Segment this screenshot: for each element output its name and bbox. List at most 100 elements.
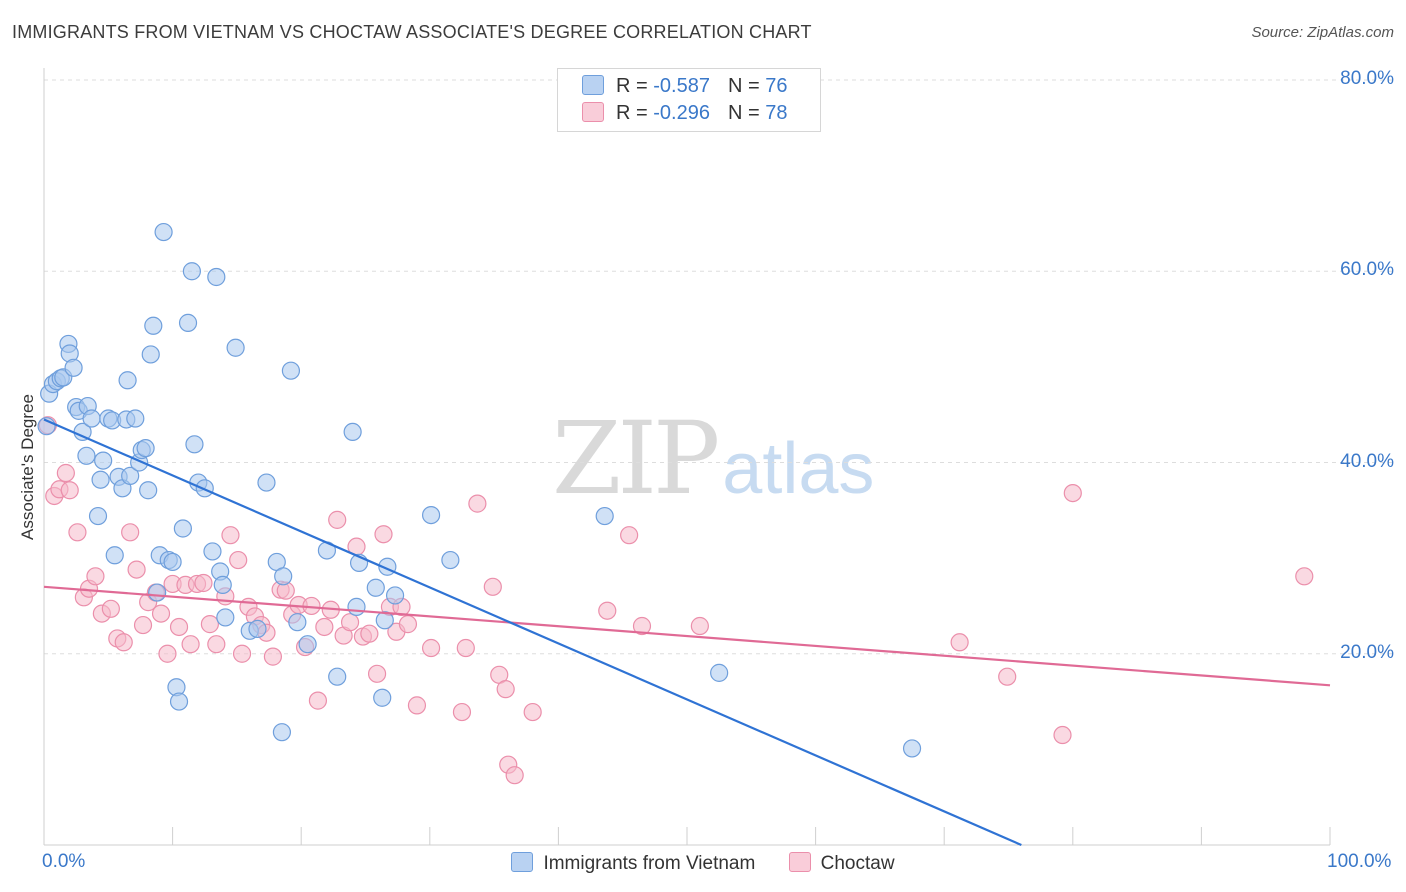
choctaw-point bbox=[133, 615, 153, 635]
legend-n-value: 76 bbox=[765, 75, 788, 97]
vietnam-point bbox=[121, 466, 140, 485]
source-credit: Source: ZipAtlas.com bbox=[1251, 24, 1394, 41]
legend-swatch-choctaw bbox=[582, 102, 604, 122]
choctaw-point bbox=[452, 702, 472, 722]
choctaw-point bbox=[194, 573, 213, 593]
legend-row-choctaw: R = -0.296 N = 78 bbox=[582, 102, 787, 128]
vietnam-point bbox=[185, 435, 204, 454]
choctaw-trend-line bbox=[43, 585, 1331, 687]
vietnam-point bbox=[105, 546, 124, 565]
vietnam-point bbox=[64, 358, 83, 377]
legend-swatch-choctaw bbox=[788, 852, 811, 872]
choctaw-point bbox=[86, 567, 105, 586]
legend-label-choctaw: Choctaw bbox=[820, 853, 895, 874]
vietnam-point bbox=[213, 575, 232, 595]
chart-title: IMMIGRANTS FROM VIETNAM VS CHOCTAW ASSOC… bbox=[12, 22, 812, 42]
choctaw-point bbox=[101, 599, 120, 618]
choctaw-point bbox=[181, 635, 200, 654]
choctaw-point bbox=[121, 523, 140, 542]
choctaw-point bbox=[229, 550, 248, 570]
legend-row-vietnam: R = -0.587 N = 76 bbox=[582, 75, 787, 101]
vietnam-point bbox=[385, 586, 405, 605]
axes bbox=[43, 68, 1331, 846]
choctaw-point bbox=[60, 481, 79, 500]
vietnam-point bbox=[257, 473, 276, 492]
legend-item-choctaw[interactable]: Choctaw bbox=[788, 852, 895, 875]
choctaw-point bbox=[1063, 484, 1082, 503]
choctaw-point bbox=[998, 667, 1017, 686]
choctaw-point bbox=[221, 526, 240, 545]
vietnam-point bbox=[139, 481, 158, 500]
legend-n-label: N = bbox=[727, 102, 766, 124]
vietnam-point bbox=[94, 451, 113, 470]
choctaw-point bbox=[232, 644, 252, 663]
y-axis-title: Associate's Degree bbox=[18, 394, 37, 540]
x-tick-label-min: 0.0% bbox=[42, 851, 86, 872]
choctaw-point bbox=[315, 617, 334, 637]
choctaw-point bbox=[68, 523, 87, 542]
legend-n-label: N = bbox=[727, 75, 766, 97]
choctaw-point bbox=[367, 664, 387, 683]
choctaw-point bbox=[308, 691, 328, 710]
legend-r-label: R = bbox=[616, 75, 654, 97]
choctaw-point bbox=[505, 766, 524, 785]
legend-label-vietnam: Immigrants from Vietnam bbox=[543, 853, 756, 874]
gridlines bbox=[44, 79, 1392, 655]
trend-lines bbox=[43, 418, 1331, 847]
choctaw-point bbox=[483, 577, 502, 596]
vietnam-point bbox=[375, 611, 394, 630]
choctaw-point bbox=[456, 638, 475, 658]
legend-r-value: -0.587 bbox=[653, 75, 710, 97]
y-tick-label: 80.0% bbox=[1340, 68, 1394, 89]
choctaw-point bbox=[496, 680, 515, 699]
watermark-atlas: atlas bbox=[722, 429, 875, 509]
choctaw-point bbox=[523, 702, 542, 722]
vietnam-point bbox=[82, 409, 101, 428]
choctaw-point bbox=[360, 624, 379, 643]
y-tick-label: 40.0% bbox=[1340, 450, 1394, 472]
vietnam-point bbox=[272, 723, 292, 742]
vietnam-point bbox=[366, 578, 385, 597]
vietnam-point bbox=[328, 667, 347, 686]
vietnam-point bbox=[136, 439, 155, 458]
choctaw-point bbox=[151, 604, 171, 623]
vietnam-point bbox=[421, 505, 441, 525]
choctaw-point bbox=[632, 616, 652, 636]
choctaw-point bbox=[114, 633, 133, 652]
vietnam-trend-line bbox=[43, 418, 1022, 847]
vietnam-points bbox=[37, 222, 922, 758]
choctaw-point bbox=[407, 696, 427, 715]
choctaw-point bbox=[200, 615, 219, 634]
legend-r-value: -0.296 bbox=[653, 102, 710, 124]
choctaw-point bbox=[158, 644, 177, 663]
vietnam-point bbox=[141, 345, 160, 364]
vietnam-point bbox=[373, 688, 392, 707]
correlation-legend: R = -0.587 N = 76 R = -0.296 N = 78 bbox=[557, 68, 821, 132]
choctaw-point bbox=[1295, 567, 1314, 586]
choctaw-point bbox=[598, 601, 617, 620]
series-legend: Immigrants from Vietnam Choctaw bbox=[0, 852, 1406, 875]
legend-r-label: R = bbox=[616, 102, 654, 124]
choctaw-point bbox=[328, 510, 347, 529]
vietnam-point bbox=[77, 446, 96, 465]
choctaw-point bbox=[690, 616, 709, 636]
vietnam-point bbox=[216, 608, 235, 627]
choctaw-point bbox=[468, 494, 487, 513]
vietnam-point bbox=[182, 262, 201, 281]
vietnam-point bbox=[902, 739, 922, 758]
y-tick-label: 60.0% bbox=[1340, 259, 1394, 281]
vietnam-point bbox=[88, 506, 108, 526]
vietnam-point bbox=[154, 222, 173, 242]
vietnam-point bbox=[274, 567, 293, 586]
vietnam-point bbox=[169, 692, 189, 711]
vietnam-point bbox=[148, 583, 167, 602]
watermark-zip: ZIP bbox=[552, 400, 720, 517]
legend-item-vietnam[interactable]: Immigrants from Vietnam bbox=[511, 852, 755, 875]
vietnam-point bbox=[226, 338, 245, 357]
vietnam-point bbox=[595, 506, 614, 526]
vietnam-point bbox=[207, 267, 226, 287]
legend-swatch-vietnam bbox=[582, 75, 604, 95]
choctaw-point bbox=[263, 647, 283, 666]
choctaw-point bbox=[127, 560, 146, 579]
choctaw-point bbox=[398, 615, 418, 634]
